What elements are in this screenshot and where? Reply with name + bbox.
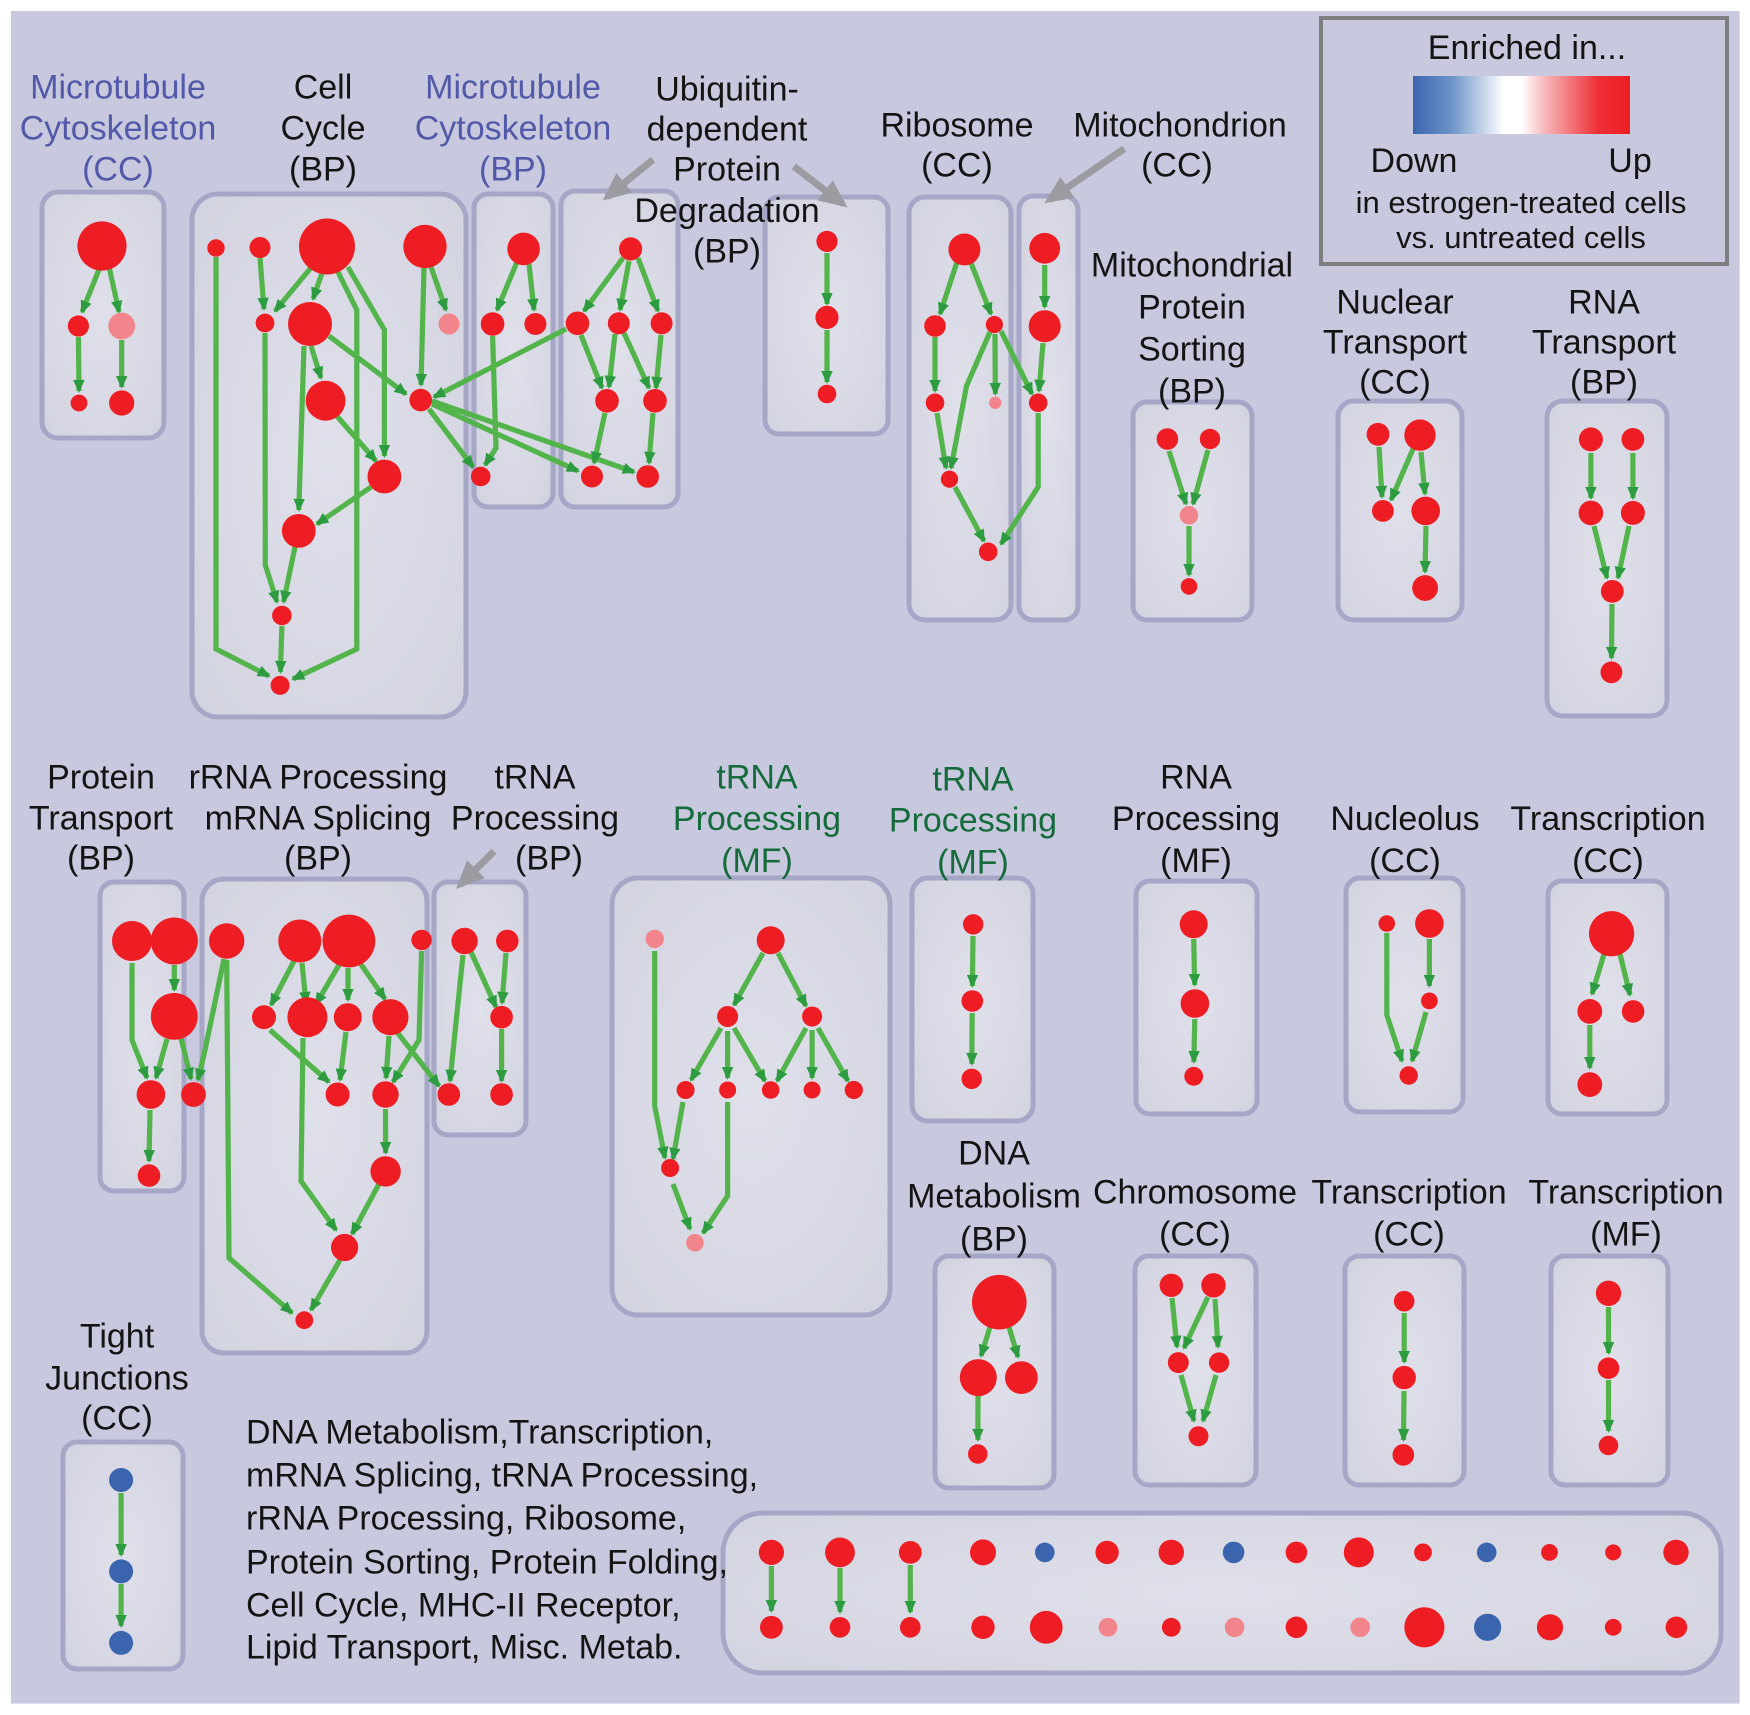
svg-text:(BP): (BP) <box>289 151 357 189</box>
svg-text:Mitochondrion: Mitochondrion <box>1073 107 1287 145</box>
svg-text:(BP): (BP) <box>1570 364 1638 402</box>
svg-text:Degradation: Degradation <box>634 192 819 230</box>
svg-text:(CC): (CC) <box>921 147 993 185</box>
svg-text:Cytoskeleton: Cytoskeleton <box>415 110 612 148</box>
svg-text:Transport: Transport <box>1532 324 1677 362</box>
svg-text:Processing: Processing <box>889 802 1057 840</box>
svg-text:vs. untreated cells: vs. untreated cells <box>1396 220 1646 255</box>
svg-text:tRNA: tRNA <box>932 761 1014 799</box>
svg-text:Transport: Transport <box>29 800 174 838</box>
svg-text:DNA: DNA <box>958 1135 1030 1173</box>
svg-text:tRNA: tRNA <box>494 759 576 797</box>
svg-text:Processing: Processing <box>673 800 841 838</box>
svg-text:Cell Cycle, MHC-II Receptor,: Cell Cycle, MHC-II Receptor, <box>246 1587 681 1625</box>
svg-text:Metabolism: Metabolism <box>907 1178 1081 1216</box>
svg-text:Processing: Processing <box>1112 800 1280 838</box>
svg-text:(CC): (CC) <box>1359 364 1431 402</box>
svg-text:(BP): (BP) <box>67 840 135 878</box>
svg-text:(MF): (MF) <box>1160 842 1232 880</box>
svg-text:Transport: Transport <box>1323 324 1468 362</box>
svg-text:Nuclear: Nuclear <box>1336 284 1453 322</box>
svg-text:Enriched in...: Enriched in... <box>1428 29 1626 67</box>
svg-text:RNA: RNA <box>1568 284 1640 322</box>
svg-text:Processing: Processing <box>451 800 619 838</box>
svg-text:Ubiquitin-: Ubiquitin- <box>655 71 799 109</box>
svg-text:Protein Sorting, Protein Foldi: Protein Sorting, Protein Folding, <box>246 1544 728 1582</box>
svg-text:Microtubule: Microtubule <box>425 69 601 107</box>
svg-text:(CC): (CC) <box>81 1400 153 1438</box>
svg-text:Protein: Protein <box>47 759 155 797</box>
svg-text:(CC): (CC) <box>1369 842 1441 880</box>
svg-text:rRNA Processing: rRNA Processing <box>189 759 448 797</box>
svg-text:rRNA Processing, Ribosome,: rRNA Processing, Ribosome, <box>246 1500 686 1538</box>
svg-text:Chromosome: Chromosome <box>1093 1174 1297 1212</box>
svg-text:(MF): (MF) <box>937 844 1009 882</box>
svg-text:(BP): (BP) <box>515 840 583 878</box>
svg-text:(CC): (CC) <box>1141 147 1213 185</box>
svg-text:(CC): (CC) <box>1373 1216 1445 1254</box>
svg-text:Down: Down <box>1371 142 1458 180</box>
svg-text:Protein: Protein <box>673 151 781 189</box>
svg-text:Sorting: Sorting <box>1138 331 1246 369</box>
svg-text:Transcription: Transcription <box>1528 1174 1723 1212</box>
svg-text:(CC): (CC) <box>1572 842 1644 880</box>
svg-text:Cytoskeleton: Cytoskeleton <box>20 110 217 148</box>
svg-text:Lipid Transport, Misc. Metab.: Lipid Transport, Misc. Metab. <box>246 1629 683 1667</box>
svg-text:(BP): (BP) <box>960 1221 1028 1259</box>
svg-text:(MF): (MF) <box>1590 1216 1662 1254</box>
svg-text:RNA: RNA <box>1160 759 1232 797</box>
svg-text:dependent: dependent <box>647 111 808 149</box>
svg-text:Nucleolus: Nucleolus <box>1330 800 1479 838</box>
svg-text:Microtubule: Microtubule <box>30 69 206 107</box>
svg-text:mRNA Splicing, tRNA Processing: mRNA Splicing, tRNA Processing, <box>246 1457 758 1495</box>
svg-text:(CC): (CC) <box>82 151 154 189</box>
svg-text:(BP): (BP) <box>284 840 352 878</box>
svg-text:(BP): (BP) <box>479 151 547 189</box>
svg-text:mRNA Splicing: mRNA Splicing <box>205 800 432 838</box>
svg-text:Protein: Protein <box>1138 289 1246 327</box>
svg-text:(BP): (BP) <box>693 233 761 271</box>
svg-text:Ribosome: Ribosome <box>880 107 1033 145</box>
svg-text:Tight: Tight <box>80 1318 155 1356</box>
svg-text:Transcription: Transcription <box>1510 800 1705 838</box>
svg-text:Cell: Cell <box>294 69 353 107</box>
svg-text:(MF): (MF) <box>721 842 793 880</box>
svg-text:(BP): (BP) <box>1158 373 1226 411</box>
svg-text:tRNA: tRNA <box>716 759 798 797</box>
svg-text:Transcription: Transcription <box>1311 1174 1506 1212</box>
svg-text:in estrogen-treated cells: in estrogen-treated cells <box>1356 185 1687 220</box>
svg-text:Junctions: Junctions <box>45 1360 189 1398</box>
svg-text:(CC): (CC) <box>1159 1216 1231 1254</box>
svg-text:Mitochondrial: Mitochondrial <box>1091 247 1293 285</box>
svg-text:DNA Metabolism,Transcription,: DNA Metabolism,Transcription, <box>246 1414 713 1452</box>
svg-text:Cycle: Cycle <box>280 110 365 148</box>
svg-text:Up: Up <box>1608 142 1651 180</box>
